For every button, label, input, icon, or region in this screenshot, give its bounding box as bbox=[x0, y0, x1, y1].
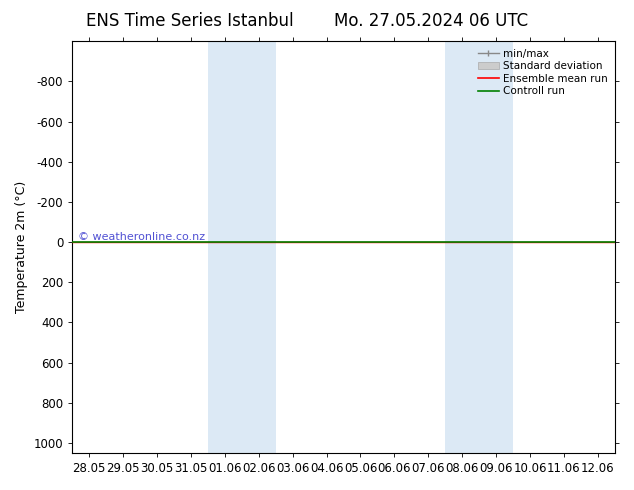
Text: Mo. 27.05.2024 06 UTC: Mo. 27.05.2024 06 UTC bbox=[334, 12, 528, 30]
Bar bbox=[208, 41, 276, 453]
Text: © weatheronline.co.nz: © weatheronline.co.nz bbox=[77, 232, 205, 242]
Bar bbox=[445, 41, 513, 453]
Legend: min/max, Standard deviation, Ensemble mean run, Controll run: min/max, Standard deviation, Ensemble me… bbox=[476, 47, 610, 98]
Text: ENS Time Series Istanbul: ENS Time Series Istanbul bbox=[86, 12, 294, 30]
Y-axis label: Temperature 2m (°C): Temperature 2m (°C) bbox=[15, 181, 28, 313]
